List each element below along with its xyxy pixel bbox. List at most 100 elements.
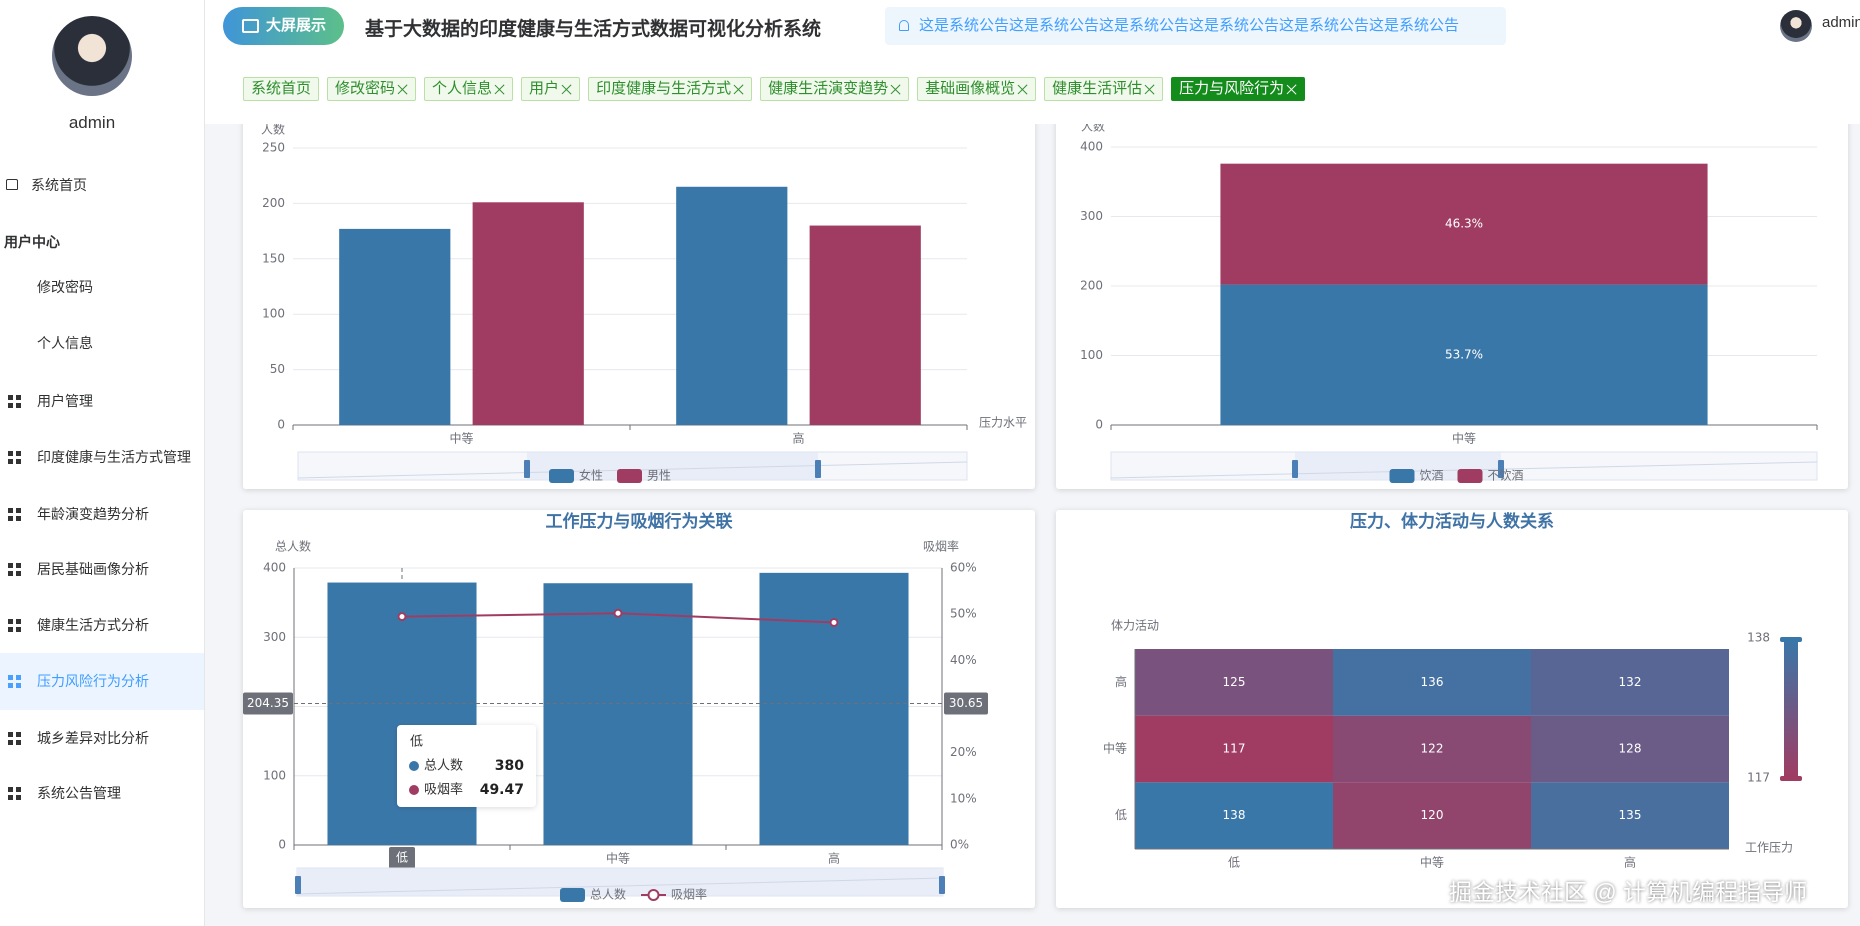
- chart-title: 工作压力与吸烟行为关联: [546, 511, 733, 532]
- y-tick-label: 40%: [950, 653, 977, 667]
- tab[interactable]: 系统首页: [243, 77, 320, 101]
- y-tick-label: 中等: [1103, 741, 1127, 756]
- menu-item[interactable]: 压力风险行为分析: [37, 673, 149, 689]
- header-avatar[interactable]: [1780, 10, 1812, 42]
- y-tick-label: 250: [262, 141, 285, 155]
- legend-swatch: [647, 889, 660, 901]
- menu-item[interactable]: 系统首页: [31, 177, 87, 193]
- heatmap-cell: [1531, 782, 1729, 849]
- cell-label: 125: [1223, 675, 1246, 689]
- tab-close[interactable]: [733, 84, 744, 95]
- x-axis-name: 压力水平: [979, 416, 1027, 430]
- bar: [543, 583, 693, 845]
- active-menu-bg: [0, 653, 204, 710]
- tab-label: 印度健康与生活方式: [596, 80, 732, 97]
- x-tick-label: 高: [828, 851, 840, 866]
- tab-close[interactable]: [1144, 84, 1155, 95]
- tab-bar: 系统首页 修改密码 个人信息 用户 印度健康与生活方式 健康生活演变趋势 基础画像概览 健康生…: [205, 56, 1860, 124]
- legend-swatch: [1457, 469, 1483, 483]
- menu-item[interactable]: 健康生活方式分析: [37, 617, 149, 633]
- zoom-handle: [524, 460, 530, 478]
- menu-item[interactable]: 年龄演变趋势分析: [37, 506, 149, 522]
- line-point: [829, 617, 839, 627]
- bar: [759, 572, 909, 845]
- heatmap-cell: [1531, 649, 1729, 716]
- menu-group-title: 用户中心: [4, 234, 60, 250]
- tab[interactable]: 修改密码: [327, 77, 417, 101]
- legend-label: 吸烟率: [671, 887, 707, 902]
- tooltip-value: 380: [495, 758, 524, 774]
- tooltip-dot: [409, 785, 419, 795]
- zoom-handle: [1292, 460, 1298, 478]
- pointer-label-bg: [243, 692, 293, 715]
- zoom-window: [527, 452, 818, 480]
- tab-close[interactable]: [397, 84, 408, 95]
- y-tick-label: 300: [263, 630, 286, 644]
- tab[interactable]: 压力与风险行为: [1171, 77, 1306, 101]
- bar-segment: [1220, 163, 1708, 285]
- user-avatar: [52, 16, 132, 96]
- menu-item[interactable]: 修改密码: [37, 279, 93, 295]
- menu-icon: [8, 619, 21, 632]
- heatmap-cell: [1333, 715, 1531, 783]
- menu-icon: [8, 508, 21, 521]
- home-icon: [6, 179, 18, 190]
- menu-item[interactable]: 城乡差异对比分析: [37, 730, 149, 746]
- x-tick-label: 中等: [606, 851, 630, 866]
- system-title: 基于大数据的印度健康与生活方式数据可视化分析系统: [365, 19, 822, 40]
- button-label: 大屏展示: [266, 17, 327, 34]
- menu-icon: [8, 675, 21, 688]
- menu-item[interactable]: 个人信息: [37, 335, 93, 351]
- tooltip-name: 吸烟率: [424, 782, 463, 798]
- tab[interactable]: 健康生活评估: [1044, 77, 1164, 101]
- menu-icon: [8, 563, 21, 576]
- menu-icon: [8, 732, 21, 745]
- big-screen-button[interactable]: 大屏展示: [223, 7, 344, 45]
- cell-label: 120: [1421, 808, 1444, 822]
- y-tick-label: 100: [1080, 348, 1103, 362]
- tab-close[interactable]: [890, 84, 901, 95]
- tooltip-title: 低: [410, 735, 423, 750]
- menu-item[interactable]: 用户管理: [37, 393, 93, 409]
- bar: [809, 225, 921, 425]
- visual-map-label: 117: [1747, 771, 1770, 785]
- legend-label: 总人数: [590, 887, 626, 902]
- y-axis-name: 人数: [261, 122, 285, 137]
- zoom-handle: [939, 876, 945, 894]
- tab[interactable]: 用户: [521, 77, 581, 101]
- header-user[interactable]: admin: [1822, 14, 1860, 31]
- y-tick-label: 50: [270, 362, 285, 376]
- heatmap-cell: [1135, 649, 1333, 716]
- legend-label: 不饮酒: [1488, 469, 1524, 483]
- menu-icon: [8, 395, 21, 408]
- y-tick-label: 0%: [950, 838, 969, 852]
- bar: [472, 202, 584, 425]
- tab-label: 健康生活演变趋势: [768, 80, 889, 97]
- visual-map-bar: [1784, 640, 1798, 778]
- tab[interactable]: 个人信息: [424, 77, 514, 101]
- line-point: [613, 608, 623, 618]
- tab-close[interactable]: [1286, 84, 1297, 95]
- tab[interactable]: 印度健康与生活方式: [588, 77, 753, 101]
- sidebar-username: admin: [68, 113, 116, 132]
- sidebar: admin 系统首页用户中心修改密码个人信息用户管理印度健康与生活方式管理 年龄演…: [0, 0, 205, 926]
- x-tick-label: 中等: [449, 431, 473, 446]
- tab-close[interactable]: [1017, 84, 1028, 95]
- y-tick-label: 60%: [950, 561, 977, 575]
- visual-map-handle: [1780, 776, 1802, 781]
- tab-close[interactable]: [561, 84, 572, 95]
- tab[interactable]: 健康生活演变趋势: [760, 77, 910, 101]
- menu-item[interactable]: 居民基础画像分析: [37, 561, 149, 577]
- tooltip-value: 49.47: [480, 782, 524, 798]
- notice-bar: 这是系统公告这是系统公告这是系统公告这是系统公告这是系统公告这是系统公告: [885, 7, 1506, 45]
- y-tick-label: 0: [1095, 418, 1103, 432]
- pointer-label: 低: [396, 851, 408, 865]
- menu-item[interactable]: 印度健康与生活方式管理: [37, 449, 191, 465]
- tab-close[interactable]: [494, 84, 505, 95]
- pointer-label: 30.65: [949, 696, 983, 710]
- tab[interactable]: 基础画像概览: [917, 77, 1037, 101]
- menu-item[interactable]: 系统公告管理: [37, 785, 121, 801]
- watermark: 掘金技术社区 @ 计算机编程指导师: [1449, 879, 1808, 905]
